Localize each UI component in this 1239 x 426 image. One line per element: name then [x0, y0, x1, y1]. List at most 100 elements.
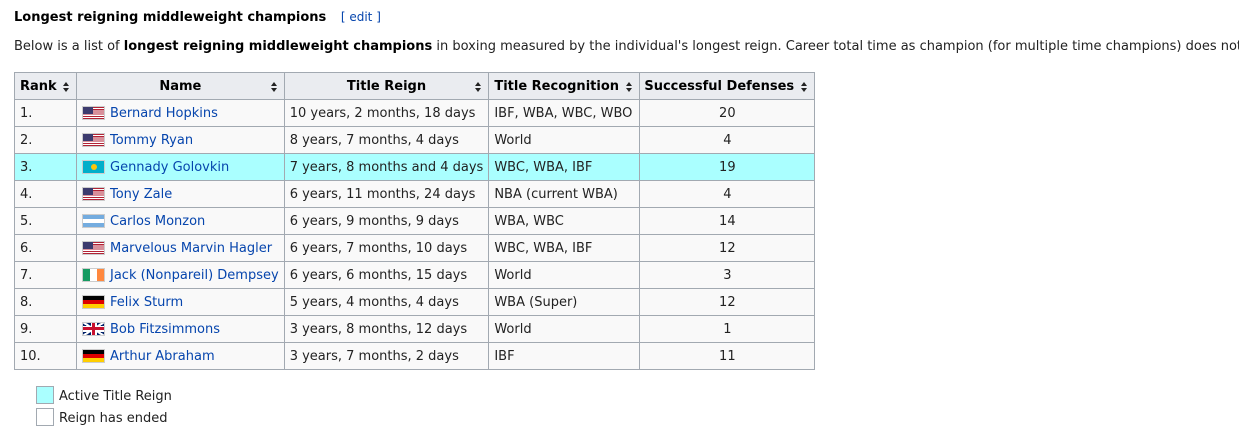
column-header-label: Title Reign [346, 78, 427, 94]
sort-icon[interactable] [801, 82, 808, 92]
boxer-link[interactable]: Arthur Abraham [110, 348, 215, 364]
name-cell: Bernard Hopkins [76, 99, 285, 127]
boxer-link[interactable]: Tony Zale [110, 186, 173, 202]
rank-cell: 5. [14, 207, 77, 235]
legend-swatch-active [36, 386, 54, 404]
column-header-label: Rank [20, 78, 57, 94]
rank-cell: 8. [14, 288, 77, 316]
rank-cell: 4. [14, 180, 77, 208]
defenses-cell: 1 [639, 315, 816, 343]
boxer-link[interactable]: Marvelous Marvin Hagler [110, 240, 273, 256]
legend-swatch-ended [36, 408, 54, 426]
table-header-row: Rank Name Title Reign Title Recognition … [14, 72, 816, 100]
rank-cell: 9. [14, 315, 77, 343]
sort-icon[interactable] [626, 82, 633, 92]
intro-text-after: in boxing measured by the individual's l… [432, 39, 1239, 54]
title-recognition-cell: NBA (current WBA) [488, 180, 641, 208]
title-recognition-cell: WBC, WBA, IBF [488, 153, 641, 181]
rank-cell: 3. [14, 153, 77, 181]
name-cell: Tommy Ryan [76, 126, 285, 154]
title-reign-cell: 6 years, 11 months, 24 days [283, 180, 490, 208]
name-cell: Gennady Golovkin [76, 153, 285, 181]
us-flag-icon[interactable] [82, 132, 105, 147]
kz-flag-icon[interactable] [82, 159, 105, 174]
title-recognition-cell: World [488, 315, 641, 343]
boxer-link[interactable]: Jack (Nonpareil) Dempsey [110, 267, 279, 283]
rank-cell: 2. [14, 126, 77, 154]
title-recognition-cell: World [488, 261, 641, 289]
title-reign-cell: 6 years, 9 months, 9 days [283, 207, 490, 235]
table-row: 3. Gennady Golovkin 7 years, 8 months and … [14, 153, 816, 181]
us-flag-icon[interactable] [82, 186, 105, 201]
defenses-cell: 12 [639, 288, 816, 316]
title-reign-cell: 3 years, 7 months, 2 days [283, 342, 490, 370]
column-header-rank[interactable]: Rank [14, 72, 77, 100]
de-flag-icon[interactable] [82, 348, 105, 363]
boxer-link[interactable]: Tommy Ryan [110, 132, 194, 148]
boxer-link[interactable]: Felix Sturm [110, 294, 184, 310]
us-flag-icon[interactable] [82, 105, 105, 120]
edit-section: [ edit ] [340, 10, 381, 24]
title-recognition-cell: IBF [488, 342, 641, 370]
us-flag-icon[interactable] [82, 240, 105, 255]
column-header-name[interactable]: Name [76, 72, 285, 100]
name-cell: Arthur Abraham [76, 342, 285, 370]
intro-text-bold: longest reigning middleweight champions [123, 39, 433, 54]
name-cell: Bob Fitzsimmons [76, 315, 285, 343]
legend-label-active: Active Title Reign [59, 389, 172, 404]
title-recognition-cell: IBF, WBA, WBC, WBO [488, 99, 641, 127]
name-cell: Marvelous Marvin Hagler [76, 234, 285, 262]
defenses-cell: 11 [639, 342, 816, 370]
boxer-link[interactable]: Bob Fitzsimmons [110, 321, 220, 337]
title-reign-cell: 6 years, 7 months, 10 days [283, 234, 490, 262]
intro-text-before: Below is a list of [14, 39, 124, 54]
table-body: 1. Bernard Hopkins 10 years, 2 months, 18 … [14, 99, 816, 370]
title-reign-cell: 8 years, 7 months, 4 days [283, 126, 490, 154]
title-reign-cell: 3 years, 8 months, 12 days [283, 315, 490, 343]
intro-paragraph: Below is a list of longest reigning midd… [14, 39, 1239, 54]
table-row: 10. Arthur Abraham 3 years, 7 months, 2 da… [14, 342, 816, 370]
sort-icon[interactable] [63, 82, 70, 92]
column-header-title-reign[interactable]: Title Reign [283, 72, 490, 100]
sort-icon[interactable] [475, 82, 482, 92]
table-row: 1. Bernard Hopkins 10 years, 2 months, 18 … [14, 99, 816, 127]
defenses-cell: 3 [639, 261, 816, 289]
defenses-cell: 14 [639, 207, 816, 235]
legend-active: Active Title Reign [36, 386, 172, 404]
title-recognition-cell: WBC, WBA, IBF [488, 234, 641, 262]
name-cell: Jack (Nonpareil) Dempsey [76, 261, 285, 289]
boxer-link[interactable]: Gennady Golovkin [110, 159, 230, 175]
section-title: Longest reigning middleweight champions [14, 10, 327, 25]
ie-flag-icon[interactable] [82, 267, 105, 282]
de-flag-icon[interactable] [82, 294, 105, 309]
rank-cell: 7. [14, 261, 77, 289]
name-cell: Felix Sturm [76, 288, 285, 316]
gb-flag-icon[interactable] [82, 321, 105, 336]
table-row: 6. Marvelous Marvin Hagler 6 years, 7 mont… [14, 234, 816, 262]
legend-ended: Reign has ended [36, 408, 168, 426]
title-recognition-cell: WBA, WBC [488, 207, 641, 235]
title-recognition-cell: WBA (Super) [488, 288, 641, 316]
title-reign-cell: 10 years, 2 months, 18 days [283, 99, 490, 127]
rank-cell: 1. [14, 99, 77, 127]
sort-icon[interactable] [270, 82, 278, 92]
column-header-title-recognition[interactable]: Title Recognition [488, 72, 641, 100]
name-cell: Carlos Monzon [76, 207, 285, 235]
column-header-label: Name [159, 78, 202, 94]
ar-flag-icon[interactable] [82, 213, 105, 228]
column-header-successful-defenses[interactable]: Successful Defenses [639, 72, 816, 100]
edit-link[interactable]: edit [349, 10, 373, 24]
table-row: 8. Felix Sturm 5 years, 4 months, 4 days WB… [14, 288, 816, 316]
title-recognition-cell: World [488, 126, 641, 154]
boxer-link[interactable]: Bernard Hopkins [110, 105, 218, 121]
table-row: 5. Carlos Monzon 6 years, 9 months, 9 days… [14, 207, 816, 235]
defenses-cell: 19 [639, 153, 816, 181]
section-heading: Longest reigning middleweight champions … [14, 10, 381, 25]
rank-cell: 6. [14, 234, 77, 262]
table-row: 7. Jack (Nonpareil) Dempsey 6 years, 6 mon… [14, 261, 816, 289]
column-header-label: Successful Defenses [644, 78, 795, 94]
boxer-link[interactable]: Carlos Monzon [110, 213, 206, 229]
defenses-cell: 12 [639, 234, 816, 262]
defenses-cell: 4 [639, 180, 816, 208]
defenses-cell: 4 [639, 126, 816, 154]
